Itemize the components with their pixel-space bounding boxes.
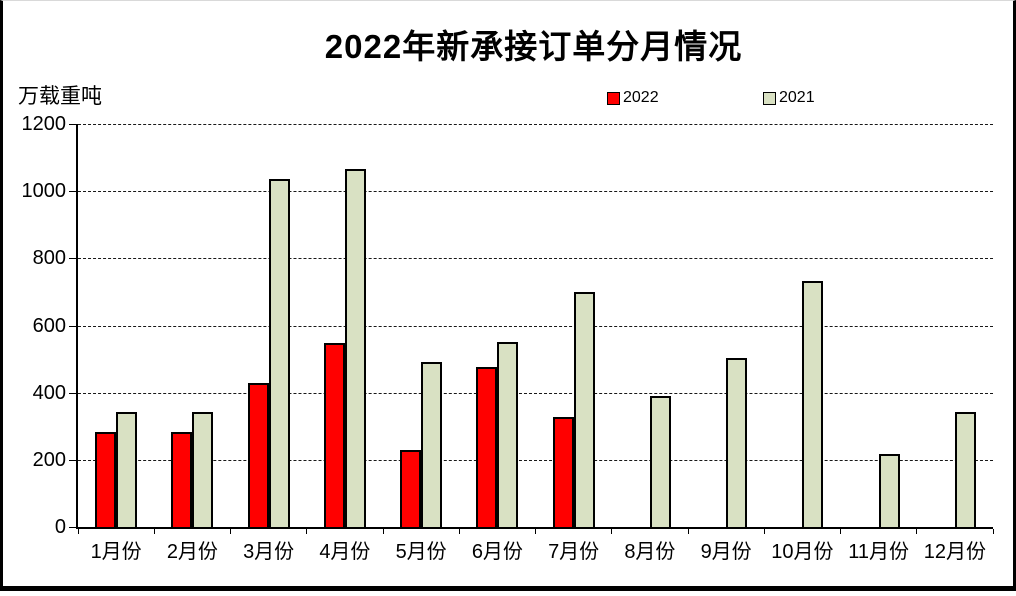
gridline-600 [78,325,993,327]
y-tick-400 [69,392,76,394]
x-tick-7 [611,529,613,534]
bar-2021-4月份 [344,169,366,527]
bar-2021-10月份 [802,281,824,527]
y-tick-0 [69,527,76,528]
bar-2022-3月份 [247,383,269,527]
bar-2021-11月份 [878,454,900,527]
bar-2021-12月份 [954,412,976,527]
gridline-800 [78,258,993,260]
plot-area: 1月份 2月份 3月份 4月份 5月份 6月份 7月份 8月份 9月份 10月份 11月份 12月份 [76,124,994,563]
x-tick-1 [153,529,155,534]
y-tick-label-1000: 1000 [21,180,67,203]
x-label-7月份: 7月份 [548,541,600,563]
bar-2022-2月份 [171,432,193,527]
x-label-10月份: 10月份 [771,541,834,563]
gridline-400 [78,392,993,394]
y-tick-800 [69,258,76,260]
y-tick-label-0: 0 [54,516,66,538]
legend-swatch-2022 [607,91,620,105]
legend-label-2022: 2022 [623,89,659,106]
x-tick-5 [458,529,460,534]
legend-label-2021: 2021 [779,89,815,106]
bar-2022-1月份 [95,432,117,527]
x-label-3月份: 3月份 [243,541,295,563]
bar-2022-5月份 [400,450,422,527]
x-tick-12 [992,529,994,534]
x-tick-9 [763,529,765,534]
x-tick-8 [687,529,689,534]
y-tick-1000 [69,191,76,193]
x-label-12月份: 12月份 [923,541,986,563]
y-tick-label-600: 600 [32,314,66,337]
legend-swatch-2021 [763,91,776,105]
legend-item-2021: 2021 [763,90,815,106]
bar-2021-6月份 [497,342,519,527]
y-tick-label-400: 400 [32,381,66,404]
x-label-2月份: 2月份 [166,541,218,563]
legend-item-2022: 2022 [607,90,659,106]
x-label-4月份: 4月份 [319,541,371,563]
x-tick-2 [230,529,231,534]
y-axis-unit-label: 万载重吨 [18,85,102,108]
x-label-5月份: 5月份 [395,541,447,563]
bar-2022-4月份 [323,343,345,527]
y-tick-label-800: 800 [32,247,66,270]
x-tick-10 [840,529,841,534]
gridline-1200 [78,124,993,125]
bar-2021-7月份 [573,292,595,527]
x-tick-3 [306,529,308,534]
x-tick-0 [77,529,79,534]
bar-2021-5月份 [421,362,443,527]
y-tick-600 [69,325,76,327]
bar-2021-8月份 [649,396,671,527]
y-tick-label-200: 200 [32,448,66,471]
x-tick-4 [382,529,384,534]
x-label-11月份: 11月份 [848,541,909,563]
bar-2022-7月份 [552,417,574,527]
y-tick-1200 [69,124,76,125]
bar-2021-3月份 [268,179,290,527]
x-label-9月份: 9月份 [700,541,752,563]
gridline-1000 [78,191,993,193]
bar-2021-2月份 [192,412,214,527]
x-tick-11 [916,529,918,534]
y-tick-label-1200: 1200 [21,113,67,135]
gridline-200 [78,459,993,461]
x-label-8月份: 8月份 [624,541,676,563]
x-label-1月份: 1月份 [90,541,142,563]
y-tick-200 [69,459,76,461]
bar-2021-1月份 [116,412,138,527]
bar-2022-6月份 [476,367,498,527]
x-tick-6 [535,529,536,534]
bar-2021-9月份 [726,358,748,527]
chart-title: 2022年新承接订单分月情况 [324,28,743,65]
x-label-6月份: 6月份 [471,541,523,563]
